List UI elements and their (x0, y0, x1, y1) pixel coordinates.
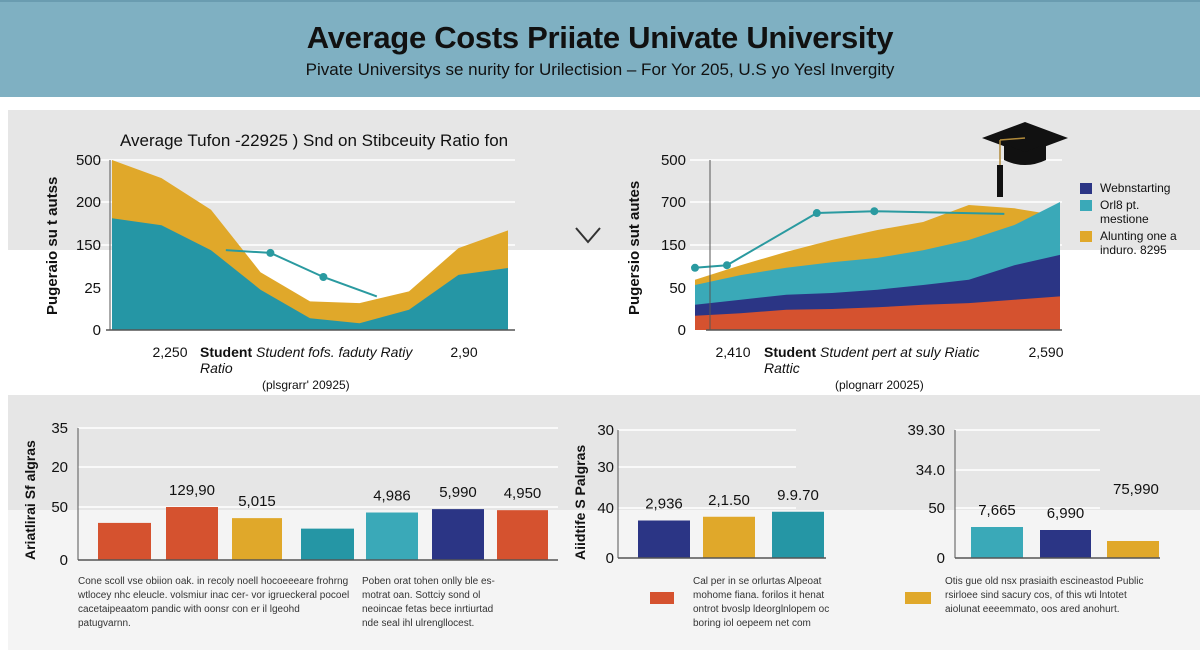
y-tick-label: 25 (84, 280, 101, 297)
header-banner: Average Costs Priiate Univate University… (0, 0, 1200, 97)
y-tick-label: 700 (661, 194, 686, 211)
y-tick-label: 50 (669, 280, 686, 297)
y-tick-label: 39.30 (907, 422, 945, 439)
bar-data-label: 5,990 (439, 484, 477, 501)
x-tick-label: 2,590 (1028, 344, 1063, 360)
chart5-annotation: 75,990 (1113, 481, 1159, 498)
bar (301, 528, 354, 560)
y-tick-label: 0 (60, 552, 68, 569)
y-tick-label: 20 (51, 459, 68, 476)
page-subtitle: Pivate Universitys se nurity for Urilect… (305, 60, 895, 79)
y-tick-label: 150 (76, 237, 101, 254)
bar (166, 507, 218, 560)
bottom-panel-band (8, 395, 1200, 510)
bar-data-label: 2,1.50 (708, 492, 750, 509)
chart3-note-2: Poben orat tohen onlly ble es- motrat oa… (362, 576, 495, 629)
legend-item: Webnstarting (1080, 181, 1190, 195)
chart1-xlabel-text: Student fofs. faduty Ratiy Ratio (200, 344, 413, 376)
bar (703, 516, 755, 558)
legend-label: Alunting one a induro. 8295 (1100, 229, 1177, 257)
legend-swatch (1080, 200, 1092, 211)
x-tick-label: 2,410 (715, 344, 750, 360)
bar-data-label: 4,986 (373, 488, 411, 505)
y-tick-label: 40 (597, 500, 614, 517)
chart2-xlabel: Student Student pert at suly Riatic Ratt… (764, 344, 980, 376)
legend-swatch (1080, 183, 1092, 194)
chart2-ylabel: Pugersio sut autes (626, 180, 643, 315)
chart2-xlabel-text: Student pert at suly Riatic Rattic (764, 344, 980, 376)
y-tick-label: 30 (597, 422, 614, 439)
chart1-ylabel: Pugeraio su t autss (44, 176, 61, 315)
legend-label: Orl8 pt. mestione (1100, 198, 1149, 226)
bar-data-label: 5,015 (238, 493, 276, 510)
area-series (695, 296, 1060, 330)
trend-marker (722, 261, 731, 270)
y-tick-label: 34.0 (916, 462, 945, 479)
bar-data-label: 9.9.70 (777, 487, 819, 504)
x-tick-label: 2,90 (450, 344, 477, 360)
chart1-xlabel: Student Student fofs. faduty Ratiy Ratio (200, 344, 413, 376)
legend-swatch (1080, 231, 1092, 242)
graduation-cap-icon (980, 120, 1070, 205)
bar (232, 518, 282, 560)
y-tick-label: 150 (661, 237, 686, 254)
y-tick-label: 500 (661, 152, 686, 169)
y-tick-label: 30 (597, 459, 614, 476)
bar (366, 512, 418, 560)
chart4-legend-swatch (650, 592, 674, 604)
bar-data-label: 2,936 (645, 496, 683, 513)
bar (971, 527, 1023, 558)
bar (1107, 541, 1159, 558)
y-tick-label: 500 (76, 152, 101, 169)
y-tick-label: 50 (51, 499, 68, 516)
trend-line (225, 249, 378, 298)
area-series (112, 218, 508, 330)
y-tick-label: 200 (76, 194, 101, 211)
trend-marker (870, 207, 879, 216)
bar (98, 522, 151, 560)
bar (432, 509, 484, 560)
bar-data-label: 6,990 (1047, 505, 1085, 522)
y-tick-label: 0 (678, 322, 686, 339)
chart3-note-1: Cone scoll vse obiion oak. in recoly noe… (78, 576, 350, 629)
legend-item: Orl8 pt. mestione (1080, 198, 1190, 226)
trend-marker (812, 209, 821, 218)
bar-data-label: 4,950 (504, 485, 542, 502)
legend-label: Webnstarting (1100, 181, 1171, 195)
chart4-legend-label: Cal per in se orlurtas Alpeoat mohome fi… (693, 576, 830, 629)
legend-item: Alunting one a induro. 8295 (1080, 229, 1190, 257)
bar (497, 510, 548, 560)
bar-data-label: 7,665 (978, 502, 1016, 519)
chart5-legend-swatch (905, 592, 931, 604)
y-tick-label: 0 (93, 322, 101, 339)
chevron-down-icon (574, 225, 602, 250)
chart2-xsublabel: (plognarr 20025) (835, 378, 924, 392)
chart3-ylabel: Ariatlirai Sf algras (22, 440, 38, 560)
chart1-xsublabel: (plsgrarr' 20925) (262, 378, 350, 392)
bar-data-label: 129,90 (169, 482, 215, 499)
chart5-legend-label: Otis gue old nsx prasiaith escineastod P… (945, 576, 1144, 615)
chart1-title: Average Tufon -22925 ) Snd on Stibceuity… (120, 131, 509, 150)
bar (638, 520, 690, 558)
bar (772, 511, 824, 558)
trend-marker (266, 248, 275, 257)
bar (1040, 530, 1091, 558)
chart2-legend: Webnstarting Orl8 pt. mestione Alunting … (1080, 181, 1190, 257)
x-tick-label: 2,250 (152, 344, 187, 360)
chart4-ylabel: Aiidtife S Palgras (572, 444, 588, 560)
y-tick-label: 0 (606, 550, 614, 567)
y-tick-label: 50 (928, 500, 945, 517)
y-tick-label: 0 (937, 550, 945, 567)
trend-marker (691, 263, 699, 272)
trend-marker (319, 272, 328, 281)
y-tick-label: 35 (51, 420, 68, 437)
page-title: Average Costs Priiate Univate University (306, 20, 894, 55)
